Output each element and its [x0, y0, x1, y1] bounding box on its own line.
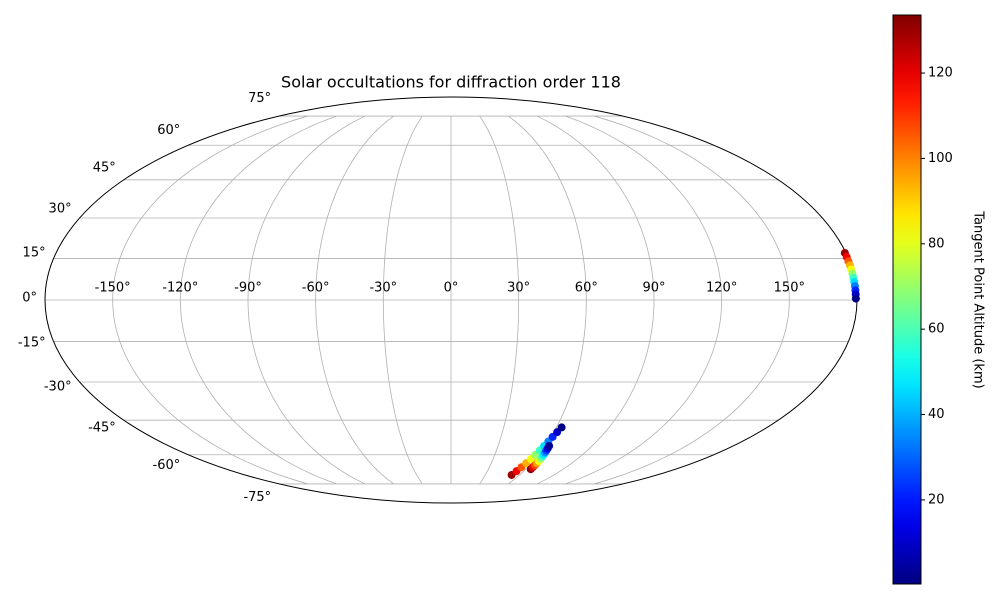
colorbar-tick-label: 20 — [928, 492, 945, 507]
colorbar-tick-label: 100 — [928, 151, 953, 166]
colorbar-tick-label: 120 — [928, 66, 953, 81]
x-tick-label: 90° — [642, 281, 665, 296]
y-tick-label: 30° — [49, 202, 72, 217]
x-tick-label: 60° — [575, 281, 598, 296]
x-tick-label: 0° — [444, 281, 459, 296]
y-tick-label: -15° — [18, 336, 46, 351]
y-tick-label: -45° — [88, 421, 116, 436]
grid-line — [315, 115, 394, 485]
x-tick-label: -90° — [234, 281, 262, 296]
y-tick-label: -30° — [44, 379, 72, 394]
point — [557, 423, 566, 432]
chart-title: Solar occultations for diffraction order… — [281, 73, 621, 92]
y-tick-label: 60° — [157, 123, 180, 138]
grid-line — [179, 115, 337, 485]
x-tick-label: -120° — [162, 281, 198, 296]
y-tick-label: 45° — [93, 160, 116, 175]
x-tick-label: -60° — [302, 281, 330, 296]
colorbar — [892, 14, 922, 585]
grid-line — [594, 115, 790, 485]
grid-line — [536, 115, 655, 485]
y-tick-label: 15° — [23, 245, 46, 260]
x-tick-label: 150° — [774, 281, 805, 296]
colorbar-label: Tangent Point Altitude (km) — [971, 210, 986, 388]
point — [851, 294, 860, 303]
colorbar-tick-label: 40 — [928, 407, 945, 422]
grid-line — [479, 115, 520, 485]
grid-line — [112, 115, 308, 485]
grid-line — [247, 115, 366, 485]
colorbar-tick-label: 80 — [928, 236, 945, 251]
x-tick-label: 30° — [507, 281, 530, 296]
x-tick-label: -150° — [95, 281, 131, 296]
points — [507, 248, 860, 479]
grid-line — [382, 115, 423, 485]
y-tick-label: 0° — [22, 291, 37, 306]
y-tick-label: -75° — [243, 490, 271, 505]
colorbar-tick-label: 60 — [928, 322, 945, 337]
x-tick-label: 120° — [706, 281, 737, 296]
point — [545, 441, 554, 450]
y-tick-label: 75° — [248, 91, 271, 106]
y-tick-label: -60° — [153, 458, 181, 473]
grid-line — [565, 115, 723, 485]
x-tick-label: -30° — [369, 281, 397, 296]
